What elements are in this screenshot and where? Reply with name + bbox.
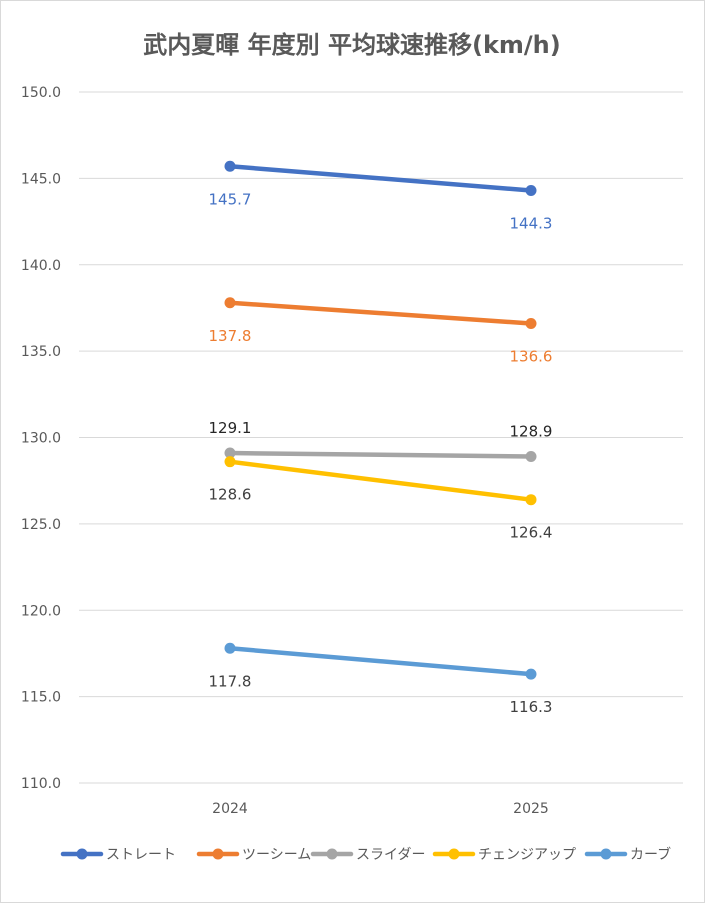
gridlines <box>79 91 683 784</box>
data-point <box>525 317 537 329</box>
data-point <box>525 668 537 680</box>
x-tick-label: 2025 <box>513 801 549 817</box>
series-line <box>227 164 534 193</box>
y-tick-label: 150.0 <box>21 85 61 101</box>
y-tick-label: 135.0 <box>21 344 61 360</box>
series-line <box>227 646 534 677</box>
chart-title: 武内夏暉 年度別 平均球速推移(km/h) <box>143 31 560 59</box>
y-tick-label: 145.0 <box>21 171 61 187</box>
legend-label: ツーシーム <box>242 847 311 863</box>
data-label: 144.3 <box>510 214 553 232</box>
legend-label: ストレート <box>106 847 176 863</box>
data-label: 128.9 <box>510 423 553 441</box>
legend-label: スライダー <box>356 847 425 863</box>
data-point <box>224 456 236 468</box>
y-tick-label: 115.0 <box>21 690 61 706</box>
data-label: 117.8 <box>209 672 252 690</box>
data-label: 116.3 <box>510 698 553 716</box>
data-point <box>525 451 537 463</box>
data-point <box>224 642 236 654</box>
y-axis: 150.0 145.0 140.0 135.0 130.0 125.0 120.0 115.0… <box>21 85 61 792</box>
legend-marker <box>212 848 224 860</box>
series-line <box>227 300 534 326</box>
data-labels: 145.7 144.3 137.8 136.6 129.1 128.9 128.6 126.4… <box>209 190 553 716</box>
y-tick-label: 120.0 <box>21 603 61 619</box>
y-tick-label: 125.0 <box>21 517 61 533</box>
data-label: 128.6 <box>209 486 252 504</box>
y-tick-label: 140.0 <box>21 258 61 274</box>
legend-marker <box>76 848 88 860</box>
data-point <box>224 447 236 459</box>
data-label: 126.4 <box>510 524 553 542</box>
series-line <box>227 459 534 502</box>
series-line <box>227 450 534 459</box>
data-label: 137.8 <box>209 327 252 345</box>
legend-marker <box>326 848 338 860</box>
legend-marker <box>600 848 612 860</box>
series-group <box>224 160 537 680</box>
legend-label: チェンジアップ <box>478 847 576 863</box>
legend-marker <box>448 848 460 860</box>
x-axis: 2024 2025 <box>212 801 549 817</box>
data-point <box>525 494 537 506</box>
data-point <box>525 184 537 196</box>
data-label: 129.1 <box>209 419 252 437</box>
y-tick-label: 130.0 <box>21 431 61 447</box>
data-point <box>224 297 236 309</box>
data-point <box>224 160 236 172</box>
legend: ストレート ツーシーム スライダー チェンジアップ カーブ <box>60 846 671 863</box>
data-label: 136.6 <box>510 347 553 365</box>
x-tick-label: 2024 <box>212 801 248 817</box>
data-label: 145.7 <box>209 190 252 208</box>
legend-label: カーブ <box>630 846 671 863</box>
y-tick-label: 110.0 <box>21 776 61 792</box>
